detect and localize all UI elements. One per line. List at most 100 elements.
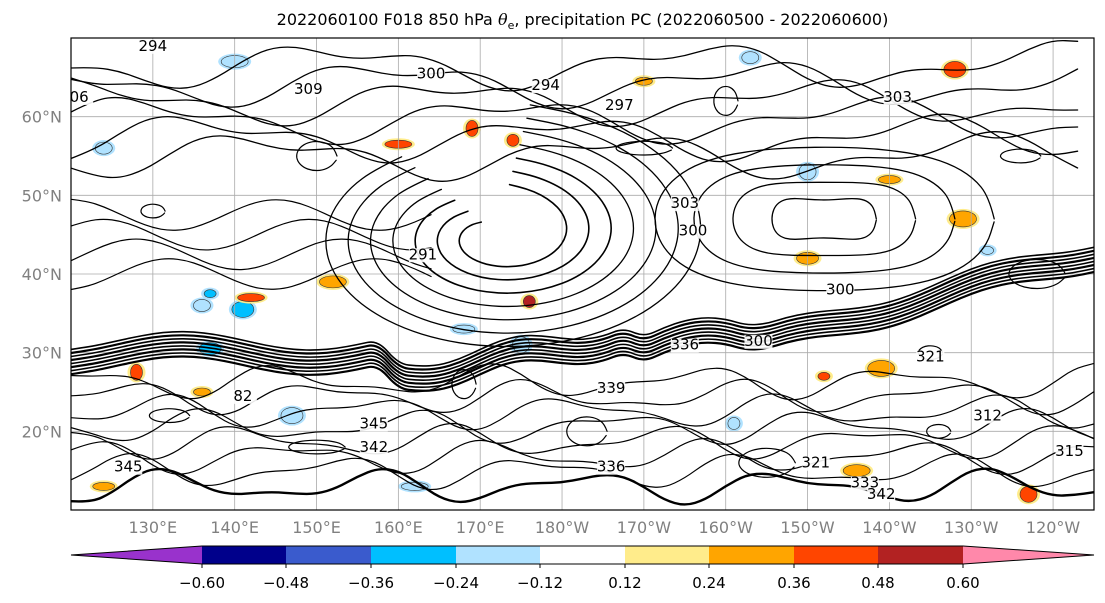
lon-tick-label: 170°W <box>617 518 672 537</box>
colorbar-segment <box>709 546 794 564</box>
contour-label-bg <box>228 389 257 404</box>
contour-label: 342 <box>867 485 896 503</box>
colorbar: −0.60 −0.48 −0.36 −0.24 −0.12 0.12 0.24 0.36 0.4… <box>70 545 1095 592</box>
swirl-contour <box>414 157 612 294</box>
colorbar-segment <box>456 546 540 564</box>
closed-contour <box>566 416 608 447</box>
contour-label: 345 <box>359 414 388 432</box>
lon-tick-label: 180°W <box>535 518 590 537</box>
contour-label-bg <box>294 83 323 98</box>
precip-patch <box>231 301 255 318</box>
colorbar-segment <box>878 546 963 564</box>
precip-patch <box>465 120 479 137</box>
precip-patch <box>949 210 977 228</box>
precip-patch <box>130 364 143 381</box>
lon-tick-label: 140°E <box>210 518 259 537</box>
contour-label-bg <box>678 224 707 239</box>
contour-label: 300 <box>826 281 855 299</box>
contour-label: 300 <box>679 222 708 240</box>
contour-label-bg <box>597 460 626 475</box>
lat-tick-label: 20°N <box>22 422 62 441</box>
colorbar-segment <box>540 546 625 564</box>
lat-tick-label: 40°N <box>22 265 62 284</box>
tropical-contour <box>71 362 1094 401</box>
contour-label-bg <box>670 197 699 212</box>
tropical-contour <box>71 467 1094 506</box>
tropical-contour <box>71 437 1094 475</box>
closed-contour <box>615 140 674 156</box>
contour-label: 321 <box>801 454 830 472</box>
contour-label-bg <box>867 488 896 503</box>
lat-tick-label: 60°N <box>22 108 62 127</box>
colorbar-tick-label: 0.24 <box>692 574 725 592</box>
ridge-contour <box>654 146 995 292</box>
contour-label: 345 <box>114 458 143 476</box>
colorbar-tick-label: −0.48 <box>263 574 309 592</box>
contour-label: 300 <box>417 64 446 82</box>
closed-contour <box>738 447 796 478</box>
title-suffix: , precipitation PC (2022060500 - 2022060… <box>514 10 889 29</box>
swirl-contour <box>458 183 568 268</box>
colorbar-tick-label: 0.60 <box>946 574 979 592</box>
frontal-contour <box>71 246 1094 367</box>
precip-patch <box>867 360 896 377</box>
colorbar-segment <box>371 546 456 564</box>
precip-patch <box>319 275 347 289</box>
contour-label: 294 <box>139 37 168 55</box>
west-contour <box>71 198 432 231</box>
contour-label: 315 <box>1055 442 1084 460</box>
contour-label: 342 <box>359 438 388 456</box>
closed-contour <box>713 85 739 117</box>
latitude-tick-labels: 20°N 30°N 40°N 50°N 60°N <box>22 108 62 442</box>
closed-contour <box>140 203 166 219</box>
contour-label-bg <box>359 417 388 432</box>
ridge-contour <box>732 181 917 257</box>
lon-tick-label: 140°W <box>862 518 917 537</box>
swirl-contour <box>325 104 702 348</box>
contour-label-bg <box>114 460 143 475</box>
lon-tick-label: 150°W <box>780 518 835 537</box>
colorbar-tick-label: 0.12 <box>608 574 641 592</box>
frontal-contour <box>71 260 1094 381</box>
lon-tick-label: 130°W <box>944 518 999 537</box>
precip-patch <box>727 417 741 430</box>
lat-tick-label: 50°N <box>22 186 62 205</box>
colorbar-tick-label: 0.48 <box>861 574 894 592</box>
colorbar-tick-label: −0.12 <box>517 574 563 592</box>
contour-label: 303 <box>883 88 912 106</box>
precip-patch <box>92 482 116 491</box>
contour-label-bg <box>973 409 1002 424</box>
colorbar-segment <box>202 546 286 564</box>
contour-label-bg <box>359 441 388 455</box>
precip-patch <box>817 371 831 381</box>
contour-label-bg <box>850 476 879 491</box>
precip-patch <box>506 133 520 147</box>
theta-e-contours <box>71 40 1094 506</box>
precip-patch <box>203 289 217 298</box>
precip-patch <box>193 299 211 312</box>
tropical-contour <box>71 393 1094 431</box>
contour-label: 339 <box>597 379 626 397</box>
contour-label-bg <box>597 382 626 396</box>
contour-label-bg <box>670 338 699 353</box>
frontal-contour <box>71 263 1094 385</box>
colorbar-tick-label: −0.60 <box>179 574 225 592</box>
contour-label: 82 <box>233 387 252 405</box>
contour-label-bg <box>408 248 437 263</box>
contour-label: 291 <box>409 245 438 263</box>
frontal-contour <box>71 267 1094 388</box>
contour-label-bg <box>1055 444 1084 459</box>
contour-label: 297 <box>605 96 634 114</box>
precip-patch <box>280 407 304 424</box>
closed-contour <box>148 408 191 424</box>
contour-label: 300 <box>744 332 773 350</box>
lon-tick-label: 160°W <box>699 518 754 537</box>
title-prefix: 2022060100 F018 850 hPa <box>276 10 498 29</box>
colorbar-segment <box>963 546 1094 564</box>
contour-labels: 294 300 309 294 297 303 291 303 300 300 300 336 321 3… <box>71 37 1084 503</box>
contour-label: 309 <box>294 80 323 98</box>
closed-contour <box>1008 258 1066 290</box>
lon-tick-label: 160°E <box>374 518 423 537</box>
swirl-contour <box>436 170 590 281</box>
